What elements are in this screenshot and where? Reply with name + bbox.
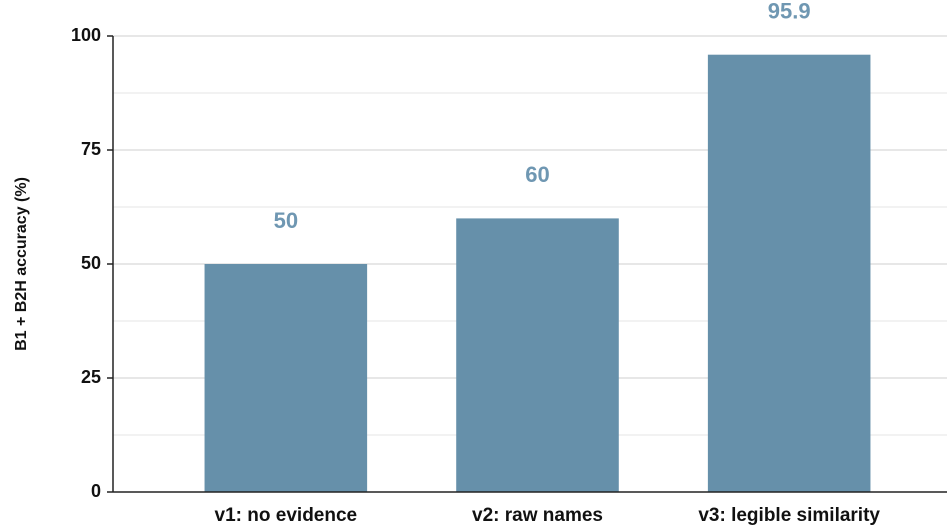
y-axis-label: B1 + B2H accuracy (%)	[13, 177, 30, 351]
y-tick-label: 25	[81, 367, 101, 387]
y-tick-label: 75	[81, 139, 101, 159]
bar	[707, 54, 871, 493]
bar	[456, 218, 619, 492]
y-tick-label: 100	[71, 25, 101, 45]
x-tick-label: v2: raw names	[472, 505, 603, 526]
value-label: 50	[274, 208, 298, 233]
value-label: 60	[525, 162, 549, 187]
value-label: 95.9	[768, 0, 811, 24]
y-tick-label: 0	[91, 481, 101, 501]
y-tick-label: 50	[81, 253, 101, 273]
x-tick-label: v1: no evidence	[215, 505, 358, 526]
bar	[204, 264, 368, 492]
x-tick-label: v3: legible similarity	[698, 505, 880, 526]
